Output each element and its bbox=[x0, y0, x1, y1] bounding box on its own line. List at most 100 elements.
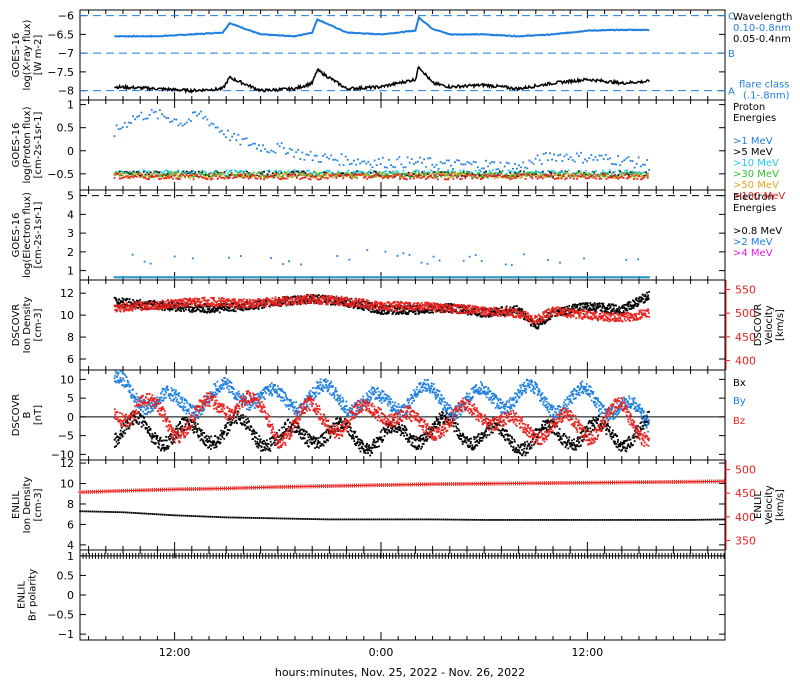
data-point bbox=[621, 305, 624, 308]
data-point bbox=[220, 303, 223, 306]
data-point bbox=[132, 306, 135, 309]
data-point bbox=[615, 176, 618, 179]
data-point bbox=[156, 117, 159, 120]
data-point bbox=[344, 174, 346, 177]
data-point bbox=[611, 308, 614, 311]
data-point bbox=[141, 304, 144, 306]
data-point bbox=[218, 130, 221, 133]
data-point bbox=[203, 176, 205, 179]
data-point bbox=[518, 309, 520, 312]
data-point bbox=[641, 163, 644, 166]
data-point bbox=[584, 175, 587, 177]
data-point bbox=[338, 175, 341, 177]
data-point bbox=[262, 303, 265, 306]
data-point bbox=[180, 173, 183, 176]
data-point bbox=[522, 318, 525, 320]
data-point bbox=[142, 301, 145, 304]
data-point bbox=[567, 174, 570, 177]
data-point bbox=[585, 306, 588, 309]
data-point bbox=[235, 139, 238, 142]
data-point bbox=[122, 175, 124, 177]
data-point bbox=[485, 170, 487, 173]
data-point bbox=[213, 296, 215, 299]
data-point bbox=[438, 174, 441, 176]
data-point bbox=[168, 306, 171, 309]
data-point bbox=[146, 171, 149, 174]
legend-entry: >50 MeV bbox=[733, 180, 779, 191]
data-point bbox=[607, 172, 610, 175]
data-point bbox=[579, 170, 582, 173]
data-point bbox=[123, 304, 126, 307]
data-point bbox=[407, 313, 410, 315]
data-point bbox=[375, 173, 377, 176]
data-point bbox=[505, 177, 508, 180]
data-point bbox=[519, 308, 522, 311]
data-point bbox=[188, 308, 191, 311]
data-point bbox=[299, 299, 301, 302]
data-point bbox=[185, 170, 188, 173]
data-point bbox=[479, 174, 482, 177]
data-point bbox=[193, 299, 196, 302]
legend-entry: >5 MeV bbox=[733, 147, 773, 158]
data-point bbox=[204, 171, 207, 174]
data-point bbox=[242, 304, 245, 307]
data-point bbox=[452, 170, 455, 173]
data-point bbox=[164, 304, 167, 307]
data-point bbox=[142, 170, 145, 173]
data-point bbox=[419, 156, 421, 159]
data-point bbox=[323, 171, 326, 174]
data-point bbox=[144, 302, 147, 305]
data-point bbox=[349, 175, 352, 178]
data-point bbox=[409, 176, 412, 179]
data-point bbox=[126, 298, 129, 301]
data-point bbox=[217, 307, 220, 310]
data-point bbox=[473, 174, 475, 177]
data-point bbox=[414, 174, 417, 177]
data-point bbox=[256, 147, 258, 150]
data-point bbox=[424, 178, 427, 180]
data-point bbox=[458, 159, 461, 162]
data-point bbox=[522, 173, 525, 176]
data-point bbox=[172, 306, 175, 309]
data-point bbox=[519, 173, 522, 176]
data-point bbox=[519, 172, 522, 175]
data-point bbox=[330, 173, 333, 176]
data-point bbox=[518, 307, 521, 310]
data-point bbox=[412, 311, 415, 313]
data-point bbox=[586, 302, 589, 305]
data-point bbox=[291, 148, 293, 151]
data-point bbox=[441, 162, 444, 165]
data-point bbox=[610, 310, 613, 312]
data-point bbox=[177, 304, 180, 307]
data-point bbox=[146, 308, 149, 311]
data-point bbox=[540, 176, 542, 179]
data-point bbox=[181, 304, 184, 306]
data-point bbox=[187, 302, 190, 305]
data-point bbox=[576, 176, 579, 178]
data-point bbox=[521, 173, 524, 176]
data-point bbox=[205, 299, 208, 302]
data-point bbox=[390, 164, 392, 167]
data-point bbox=[333, 173, 336, 176]
data-point bbox=[428, 175, 431, 178]
data-point bbox=[297, 170, 300, 173]
data-point bbox=[249, 176, 252, 179]
data-point bbox=[613, 310, 616, 312]
data-point bbox=[296, 301, 299, 304]
data-point bbox=[353, 159, 355, 162]
data-point bbox=[617, 176, 620, 179]
legend-title: Energies bbox=[733, 203, 776, 214]
data-point bbox=[447, 311, 450, 313]
data-point bbox=[599, 304, 602, 307]
data-point bbox=[632, 304, 635, 307]
data-point bbox=[404, 174, 407, 176]
data-point bbox=[397, 171, 400, 174]
data-point bbox=[214, 307, 217, 310]
data-point bbox=[143, 260, 146, 263]
data-point bbox=[317, 294, 320, 296]
data-point bbox=[612, 174, 615, 177]
data-point bbox=[638, 171, 640, 173]
data-point bbox=[366, 174, 369, 176]
data-point bbox=[492, 175, 494, 178]
data-point bbox=[295, 170, 298, 173]
